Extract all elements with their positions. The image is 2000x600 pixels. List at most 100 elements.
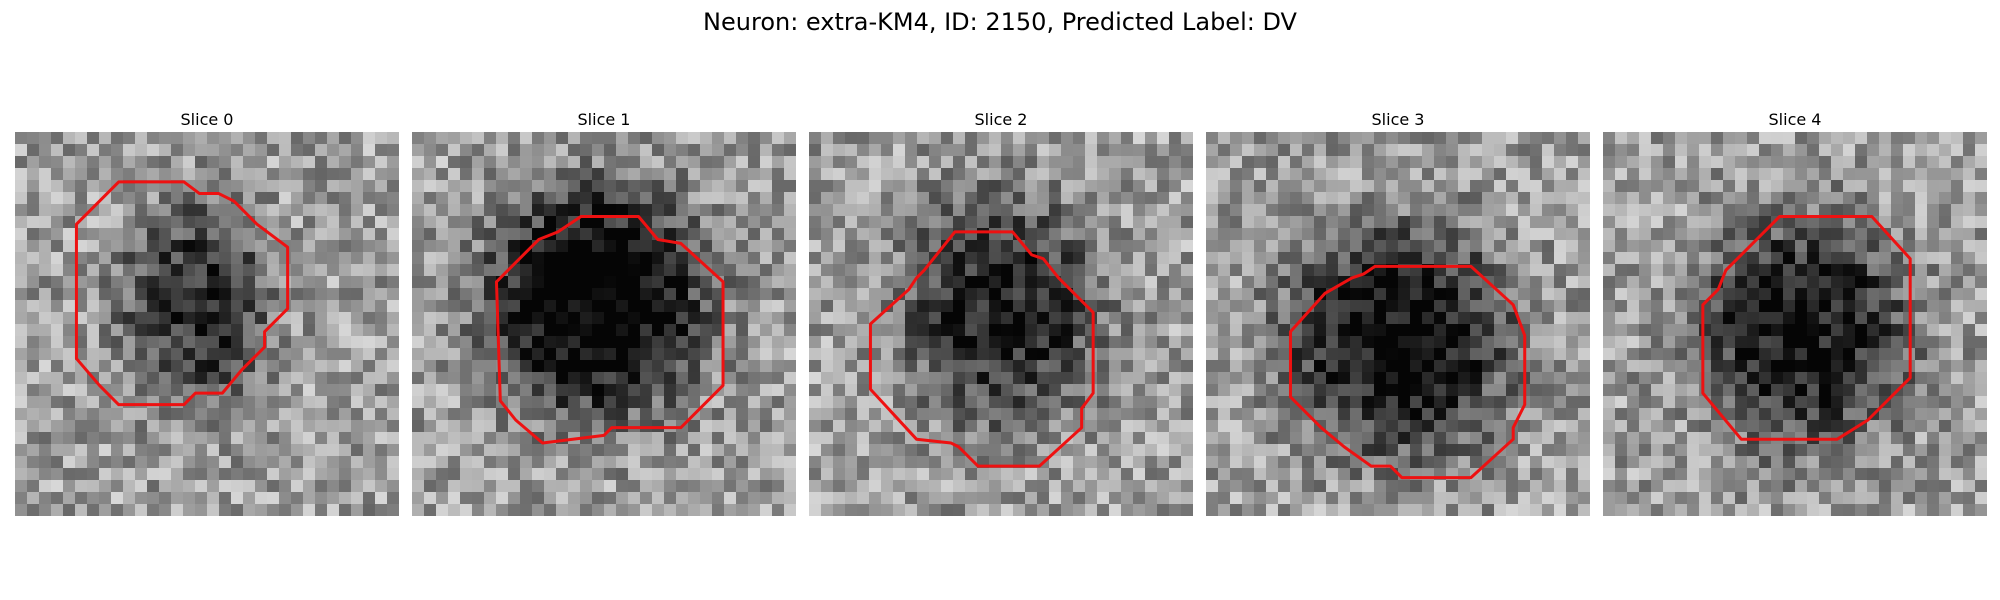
- pixel: [315, 492, 328, 505]
- pixel: [1206, 336, 1219, 349]
- pixel: [1290, 204, 1303, 217]
- pixel: [917, 504, 930, 516]
- pixel: [147, 360, 160, 373]
- pixel: [760, 276, 773, 289]
- pixel: [1181, 144, 1193, 157]
- pixel: [51, 204, 64, 217]
- pixel: [748, 456, 761, 469]
- pixel: [1530, 480, 1543, 493]
- pixel: [496, 252, 509, 265]
- pixel: [1242, 132, 1255, 145]
- pixel: [1927, 372, 1940, 385]
- pixel: [1242, 312, 1255, 325]
- pixel: [1699, 276, 1712, 289]
- pixel: [989, 132, 1002, 145]
- pixel: [1326, 276, 1339, 289]
- pixel: [1025, 432, 1038, 445]
- pixel: [279, 504, 292, 516]
- pixel: [1723, 132, 1736, 145]
- pixel: [688, 336, 701, 349]
- pixel: [1831, 360, 1844, 373]
- pixel: [929, 504, 942, 516]
- pixel: [664, 360, 677, 373]
- pixel: [339, 132, 352, 145]
- pixel: [1831, 228, 1844, 241]
- pixel: [676, 324, 689, 337]
- pixel: [1338, 228, 1351, 241]
- pixel: [845, 408, 858, 421]
- pixel: [857, 228, 870, 241]
- pixel: [1470, 228, 1483, 241]
- pixel: [448, 468, 461, 481]
- slice-title: Slice 4: [1768, 110, 1822, 129]
- pixel: [580, 504, 593, 516]
- pixel: [1735, 252, 1748, 265]
- pixel: [508, 312, 521, 325]
- pixel: [1278, 300, 1291, 313]
- pixel: [917, 288, 930, 301]
- pixel: [15, 204, 28, 217]
- pixel: [303, 168, 316, 181]
- pixel: [1097, 132, 1110, 145]
- pixel: [700, 312, 713, 325]
- pixel: [1230, 228, 1243, 241]
- pixel: [1927, 180, 1940, 193]
- pixel: [664, 384, 677, 397]
- pixel: [640, 312, 653, 325]
- pixel: [772, 300, 785, 313]
- pixel: [207, 336, 220, 349]
- pixel: [135, 264, 148, 277]
- pixel: [1157, 420, 1170, 433]
- pixel: [1578, 444, 1590, 457]
- pixel: [267, 348, 280, 361]
- pixel: [1795, 252, 1808, 265]
- pixel: [1061, 420, 1074, 433]
- pixel: [1374, 492, 1387, 505]
- pixel: [532, 456, 545, 469]
- pixel: [243, 180, 256, 193]
- pixel: [1206, 216, 1219, 229]
- pixel: [1530, 192, 1543, 205]
- pixel: [1013, 156, 1026, 169]
- pixel: [604, 132, 617, 145]
- pixel: [520, 276, 533, 289]
- pixel: [1302, 228, 1315, 241]
- pixel: [1338, 168, 1351, 181]
- pixel: [1759, 216, 1772, 229]
- pixel: [1422, 336, 1435, 349]
- pixel: [700, 348, 713, 361]
- pixel: [1097, 168, 1110, 181]
- pixel: [1735, 168, 1748, 181]
- pixel: [436, 288, 449, 301]
- pixel: [1266, 264, 1279, 277]
- pixel: [219, 432, 232, 445]
- pixel: [1073, 216, 1086, 229]
- pixel: [1109, 324, 1122, 337]
- pixel: [472, 396, 485, 409]
- pixel: [424, 408, 437, 421]
- pixel: [1338, 396, 1351, 409]
- pixel: [87, 444, 100, 457]
- pixel: [339, 432, 352, 445]
- pixel: [772, 312, 785, 325]
- pixel: [1314, 408, 1327, 421]
- pixel: [135, 228, 148, 241]
- pixel: [592, 288, 605, 301]
- pixel: [315, 240, 328, 253]
- pixel: [1206, 432, 1219, 445]
- pixel: [1927, 192, 1940, 205]
- pixel: [881, 276, 894, 289]
- pixel: [1627, 240, 1640, 253]
- pixel: [231, 132, 244, 145]
- pixel: [1254, 192, 1267, 205]
- pixel: [1338, 252, 1351, 265]
- pixel: [303, 504, 316, 516]
- pixel: [1494, 348, 1507, 361]
- pixel: [195, 492, 208, 505]
- pixel: [688, 264, 701, 277]
- pixel: [809, 384, 822, 397]
- pixel: [1085, 252, 1098, 265]
- pixel: [315, 420, 328, 433]
- pixel: [27, 216, 40, 229]
- pixel: [1903, 396, 1916, 409]
